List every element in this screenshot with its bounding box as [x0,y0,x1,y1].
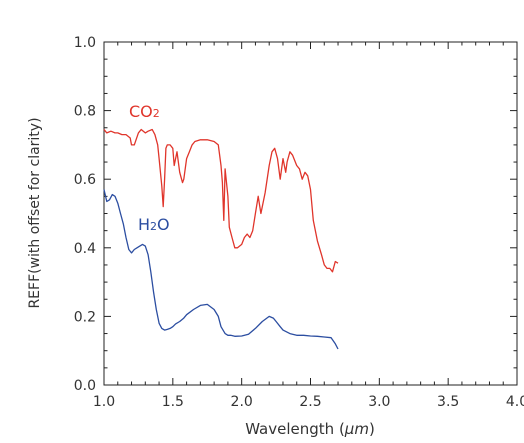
x-tick-label-5: 3.5 [437,394,459,410]
x-tick-label-4: 3.0 [368,394,390,410]
xlabel-unit: μm [344,420,369,438]
xlabel: Wavelength (μm) [245,420,375,438]
series-label-h2o-end: O [157,215,170,234]
x-tick-label-1: 1.5 [162,394,184,410]
series-label-h2o-sub: 2 [150,220,157,233]
series-label-h2o: H2O [138,215,170,234]
x-tick-label-0: 1.0 [93,394,115,410]
y-tick-label-0: 0.0 [74,378,96,394]
x-tick-label-2: 2.0 [231,394,253,410]
series-label-co2-sub: 2 [153,107,160,120]
x-tick-label-3: 2.5 [299,394,321,410]
plot-frame [103,41,518,386]
axis-ticks: 1.0 1.5 2.0 2.5 3.0 3.5 4.0 0.0 0.2 0.4 0.6 0.8 1.0 [74,35,524,410]
y-tick-label-5: 1.0 [74,35,96,51]
y-tick-label-4: 0.8 [74,104,96,120]
xlabel-suffix: ) [369,420,375,438]
series-line-co2 [103,128,339,273]
series-label-co2-main: CO [129,102,153,121]
y-tick-label-2: 0.4 [74,241,96,257]
series-layer [103,128,339,350]
series-label-h2o-main: H [138,215,150,234]
xlabel-prefix: Wavelength ( [245,420,345,438]
series-label-co2: CO2 [129,102,160,121]
y-tick-label-1: 0.2 [74,309,96,325]
ylabel: REFF(with offset for clarity) [27,117,43,308]
x-tick-label-6: 4.0 [506,394,524,410]
series-line-h2o [103,189,339,350]
y-tick-label-3: 0.6 [74,172,96,188]
